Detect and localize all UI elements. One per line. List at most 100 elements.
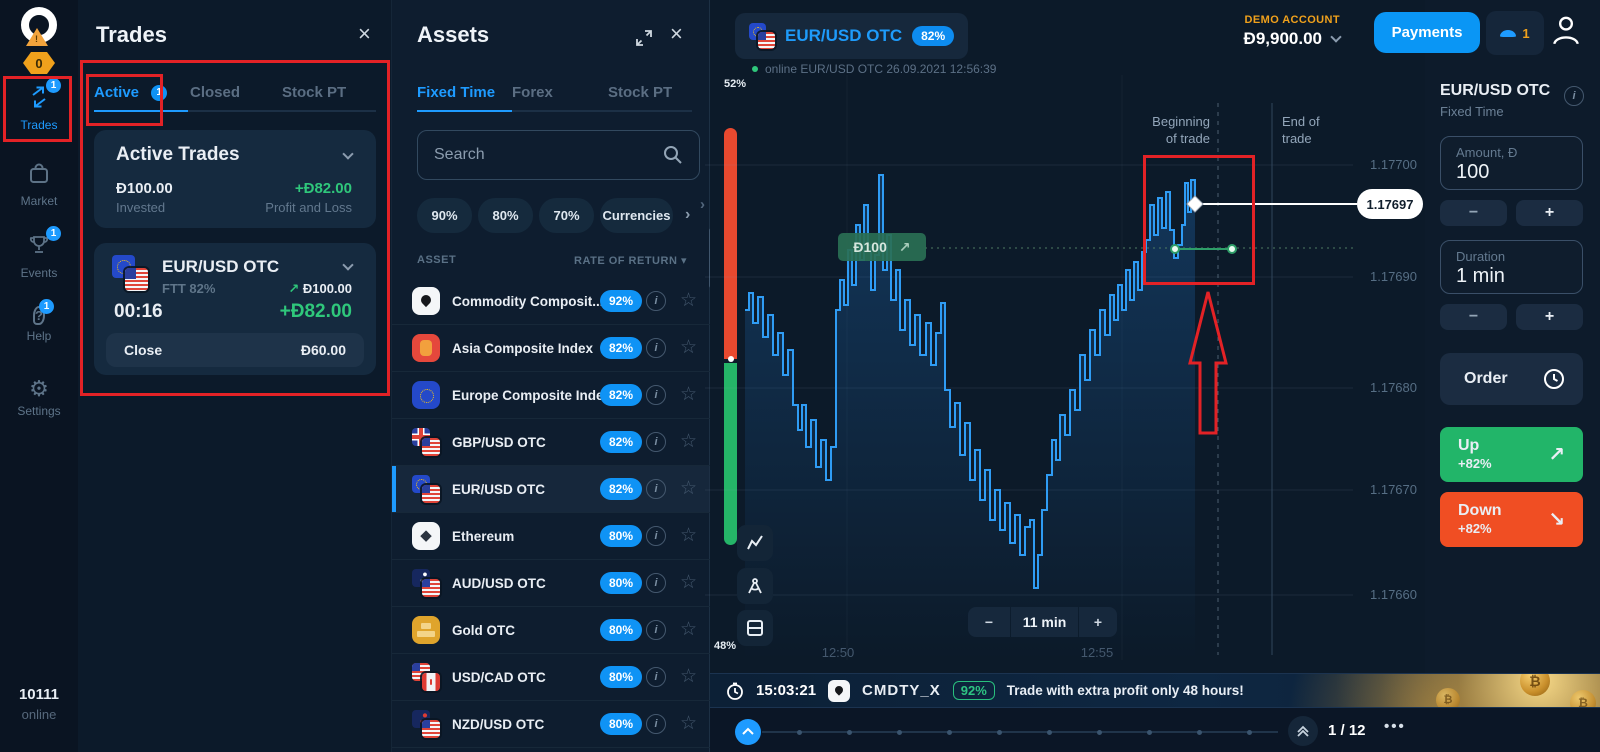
tab-stock-pt[interactable]: Stock PT xyxy=(608,84,673,101)
account-switcher[interactable]: DEMO ACCOUNT Đ9,900.00 xyxy=(1180,14,1342,49)
sidebar-item-trades[interactable]: 1 Trades xyxy=(0,78,78,132)
timeline-dot[interactable] xyxy=(797,729,802,735)
notifications-button[interactable]: 1 xyxy=(1486,11,1544,55)
collapse-banner-button[interactable] xyxy=(1288,716,1318,746)
y-tick: 1.17670 xyxy=(1370,482,1417,497)
duration-decrease-button[interactable]: − xyxy=(1440,304,1507,330)
duration-field[interactable]: Duration 1 min xyxy=(1440,240,1583,294)
zoom-out-button[interactable]: − xyxy=(968,607,1010,637)
drawing-tools-button[interactable] xyxy=(737,568,773,604)
trade-timeline[interactable] xyxy=(762,731,1278,733)
chevron-down-icon[interactable] xyxy=(342,148,354,160)
chart-symbol-selector[interactable]: EUR/USD OTC 82% xyxy=(735,13,969,59)
timeline-dot[interactable] xyxy=(1197,729,1202,735)
filter-chip-80[interactable]: 80% xyxy=(478,198,533,233)
rate-column-label[interactable]: RATE OF RETURN ▾ xyxy=(574,255,687,267)
tab-closed[interactable]: Closed xyxy=(190,84,241,101)
close-trade-button[interactable]: Close Đ60.00 xyxy=(106,333,364,367)
up-button[interactable]: Up +82% ↗ xyxy=(1440,427,1583,482)
star-favorite-icon[interactable]: ☆ xyxy=(680,431,698,452)
info-icon[interactable]: i xyxy=(646,573,666,593)
layout-split-button[interactable] xyxy=(737,610,773,646)
asset-row[interactable]: Europe Composite Index 82% i ☆ xyxy=(392,372,710,419)
order-button[interactable]: Order xyxy=(1440,353,1583,405)
filter-chip-90[interactable]: 90% xyxy=(417,198,472,233)
asset-row[interactable]: GBP/USD OTC 82% i ☆ xyxy=(392,419,710,466)
payments-button[interactable]: Payments xyxy=(1374,12,1480,53)
asset-row[interactable]: NZD/USD OTC 80% i ☆ xyxy=(392,701,710,748)
star-favorite-icon[interactable]: ☆ xyxy=(680,290,698,311)
star-favorite-icon[interactable]: ☆ xyxy=(680,572,698,593)
info-icon[interactable]: i xyxy=(646,526,666,546)
person-icon xyxy=(1553,16,1579,45)
eur-usd-flag-icon xyxy=(749,23,775,49)
chart-type-button[interactable] xyxy=(737,525,773,561)
info-icon[interactable]: i xyxy=(646,432,666,452)
asset-row[interactable]: USD/CAD OTC 80% i ☆ xyxy=(392,654,710,701)
star-favorite-icon[interactable]: ☆ xyxy=(680,478,698,499)
asset-row[interactable]: Gold OTC 80% i ☆ xyxy=(392,607,710,654)
timeline-dot[interactable] xyxy=(847,729,852,735)
timeline-dot[interactable] xyxy=(1147,729,1152,735)
star-favorite-icon[interactable]: ☆ xyxy=(680,525,698,546)
info-icon[interactable]: i xyxy=(1564,86,1584,106)
filter-chip-currencies[interactable]: Currencies xyxy=(600,198,673,233)
profile-button[interactable] xyxy=(1550,13,1582,47)
asset-row[interactable]: ◆ Ethereum 80% i ☆ xyxy=(392,513,710,560)
timeline-dot[interactable] xyxy=(997,729,1002,735)
star-favorite-icon[interactable]: ☆ xyxy=(680,666,698,687)
active-trades-summary-card[interactable]: Active Trades Đ100.00 Invested +Đ82.00 P… xyxy=(94,130,376,228)
promo-banner[interactable]: ₿ ₿ ₿ 15:03:21 CMDTY_X 92% Trade with ex… xyxy=(710,673,1600,708)
chevron-down-icon[interactable] xyxy=(342,259,354,271)
asset-row[interactable]: Commodity Composit... 92% i ☆ xyxy=(392,278,710,325)
asset-row[interactable]: EUR/USD OTC 82% i ☆ xyxy=(392,466,710,513)
timeline-dot[interactable] xyxy=(947,729,952,735)
more-options-button[interactable]: ••• xyxy=(1384,718,1406,735)
info-icon[interactable]: i xyxy=(646,385,666,405)
info-icon[interactable]: i xyxy=(646,620,666,640)
timeline-dot[interactable] xyxy=(897,729,902,735)
panel-expander-chevron-icon[interactable]: › xyxy=(700,196,705,213)
amount-decrease-button[interactable]: − xyxy=(1440,200,1507,226)
close-icon[interactable]: × xyxy=(670,21,683,46)
duration-increase-button[interactable]: + xyxy=(1516,304,1583,330)
clock-icon xyxy=(1544,369,1564,389)
timeline-dot[interactable] xyxy=(1097,729,1102,735)
info-icon[interactable]: i xyxy=(646,479,666,499)
sidebar: ! 0 1 Trades Market xyxy=(0,0,78,752)
collapse-icon[interactable] xyxy=(636,30,652,46)
open-trade-card[interactable]: EUR/USD OTC FTT 82% ↗ Đ100.00 00:16 +Đ82… xyxy=(94,243,376,375)
tab-stock-pt[interactable]: Stock PT xyxy=(282,84,347,101)
close-icon[interactable]: × xyxy=(358,21,371,46)
info-icon[interactable]: i xyxy=(646,667,666,687)
expand-panel-button[interactable] xyxy=(735,719,761,745)
star-favorite-icon[interactable]: ☆ xyxy=(680,337,698,358)
trade-amount: ↗ Đ100.00 xyxy=(288,281,352,296)
asset-row[interactable]: Asia Composite Index 82% i ☆ xyxy=(392,325,710,372)
star-favorite-icon[interactable]: ☆ xyxy=(680,713,698,734)
zoom-in-button[interactable]: + xyxy=(1079,607,1117,637)
search-input[interactable]: Search xyxy=(417,130,700,180)
tab-forex[interactable]: Forex xyxy=(512,84,553,101)
info-icon[interactable]: i xyxy=(646,714,666,734)
sidebar-item-market[interactable]: Market xyxy=(0,160,78,208)
filter-chip-70[interactable]: 70% xyxy=(539,198,594,233)
amount-increase-button[interactable]: + xyxy=(1516,200,1583,226)
star-favorite-icon[interactable]: ☆ xyxy=(680,384,698,405)
tab-active[interactable]: Active 1 xyxy=(94,84,168,101)
down-button[interactable]: Down +82% ↘ xyxy=(1440,492,1583,547)
info-icon[interactable]: i xyxy=(646,338,666,358)
asset-row[interactable]: AUD/USD OTC 80% i ☆ xyxy=(392,560,710,607)
price-chart[interactable]: Beginning of trade End of trade Đ100 ↗ 1.17… xyxy=(705,75,1425,660)
tab-fixed-time[interactable]: Fixed Time xyxy=(417,84,496,101)
sidebar-item-help[interactable]: ? 1 Help xyxy=(0,299,78,343)
amount-field[interactable]: Amount, Đ 100 xyxy=(1440,136,1583,190)
info-icon[interactable]: i xyxy=(646,291,666,311)
sidebar-item-settings[interactable]: ⚙ Settings xyxy=(0,377,78,419)
sidebar-item-events[interactable]: 1 Events xyxy=(0,226,78,280)
timeframe-label[interactable]: 11 min xyxy=(1011,607,1078,637)
chips-scroll-right-icon[interactable]: › xyxy=(685,206,691,223)
timeline-dot[interactable] xyxy=(1247,729,1252,735)
timeline-dot[interactable] xyxy=(1047,729,1052,735)
star-favorite-icon[interactable]: ☆ xyxy=(680,619,698,640)
